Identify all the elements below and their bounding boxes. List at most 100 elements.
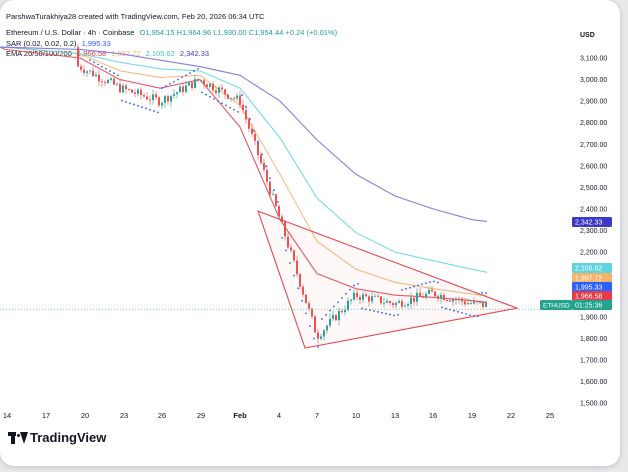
candle-body	[473, 301, 475, 304]
sar-dot	[181, 76, 183, 79]
sar-value: 1,995.33	[81, 38, 111, 48]
ohlc-values: O1,954.15 H1,964.96 L1,930.00 C1,954.44 …	[139, 28, 338, 37]
sar-dot	[133, 103, 135, 106]
sar-dot	[273, 189, 275, 191]
price-tick-label: 2,400.00	[580, 206, 607, 213]
candle-body	[179, 86, 181, 93]
candle-body	[116, 83, 118, 85]
brand-name: TradingView	[30, 430, 107, 445]
sar-dot	[213, 98, 215, 100]
candle-body	[281, 216, 283, 222]
candle-body	[344, 310, 346, 313]
candle-body	[200, 80, 202, 82]
sar-dot	[177, 78, 179, 81]
date-tick-label: 7	[315, 411, 319, 420]
price-chart[interactable]: 3,100.00 3,000.00 2,900.00 2,800.00 2,700.00…	[0, 0, 620, 430]
candle-body	[302, 286, 304, 295]
ema-line-ema-100	[0, 46, 488, 273]
date-tick-label: 23	[120, 411, 128, 420]
sar-dot	[217, 100, 219, 103]
sar-dot	[373, 310, 375, 312]
candle-body	[410, 297, 412, 305]
sar-dot	[461, 312, 463, 314]
price-badge	[572, 300, 612, 310]
triangle-drawing[interactable]	[257, 210, 520, 349]
sar-dot	[385, 312, 387, 315]
candle-body	[305, 294, 307, 304]
candle-body	[167, 96, 169, 102]
candle-body	[176, 92, 178, 95]
candle-body	[287, 236, 289, 248]
price-badge	[572, 282, 612, 292]
sar-dot	[313, 337, 315, 340]
candle-body	[194, 79, 196, 88]
candle-body	[143, 95, 145, 97]
candle-body	[308, 303, 310, 309]
sar-dot	[369, 309, 371, 312]
sar-dot	[413, 285, 415, 288]
sar-dot	[145, 107, 147, 110]
candle-body	[218, 87, 220, 93]
currency-label[interactable]: USD	[580, 32, 595, 39]
candle-body	[299, 274, 301, 287]
price-badge-label: 1,966.58	[575, 294, 602, 301]
price-tick-label: 1,800.00	[580, 336, 607, 343]
sar-dot	[253, 129, 255, 132]
candle-body	[452, 299, 454, 302]
sar-dot	[485, 292, 487, 295]
candle-body	[479, 302, 481, 303]
sar-dot	[197, 67, 199, 70]
candle-body	[320, 336, 322, 339]
sar-dot	[157, 111, 159, 114]
price-tick-label: 1,500.00	[580, 401, 607, 408]
price-badge	[572, 263, 612, 273]
price-tick-label: 1,700.00	[580, 357, 607, 364]
candle-body	[113, 78, 115, 85]
candle-body	[119, 83, 121, 93]
price-badge-label: 2,105.62	[575, 266, 602, 273]
candle-body	[350, 299, 352, 301]
date-tick-label: 16	[429, 411, 437, 420]
sar-dot	[233, 108, 235, 111]
sar-dot	[101, 65, 103, 68]
candle-body	[254, 133, 256, 141]
legend-sar-row[interactable]: SAR (0.02, 0.02, 0.2) 1,995.33	[6, 39, 337, 50]
sar-dot	[293, 274, 295, 277]
candle-body	[431, 289, 433, 292]
sar-dot	[285, 249, 287, 252]
sar-dot	[401, 289, 403, 291]
tradingview-logo[interactable]: TradingView	[8, 430, 106, 445]
sar-dot	[425, 282, 427, 285]
candle-body	[446, 300, 448, 301]
sar-dot	[261, 153, 263, 156]
sar-dot	[225, 104, 227, 107]
sar-dot	[453, 309, 455, 312]
legend-symbol-row[interactable]: Ethereum / U.S. Dollar · 4h · Coinbase O…	[6, 28, 337, 39]
candle-body	[443, 294, 445, 301]
sar-label: SAR (0.02, 0.02, 0.2)	[6, 38, 77, 48]
candle-body	[224, 89, 226, 95]
ema100-value: 2,105.62	[145, 49, 175, 58]
sar-dot	[421, 283, 423, 286]
candle-body	[269, 181, 271, 195]
sar-dot	[165, 85, 167, 87]
sar-dot	[337, 301, 339, 304]
candle-body	[332, 315, 334, 319]
price-badge	[572, 291, 612, 301]
candle-body	[437, 296, 439, 299]
symbol-tag-label: ETHUSD	[543, 303, 570, 310]
sar-dot	[341, 297, 343, 299]
sar-dot	[113, 72, 115, 74]
sar-dot	[237, 111, 239, 113]
sar-dot	[381, 311, 383, 314]
price-tick-label: 2,500.00	[580, 185, 607, 192]
candle-body	[110, 78, 112, 81]
price-badge-label: 1,997.72	[575, 276, 602, 283]
ema-line-ema-200	[0, 46, 488, 222]
sar-dot	[161, 87, 163, 90]
candle-body	[203, 80, 205, 85]
candle-body	[371, 296, 373, 302]
candle-body	[341, 310, 343, 313]
candle-body	[188, 82, 190, 86]
sar-dot	[309, 325, 311, 327]
